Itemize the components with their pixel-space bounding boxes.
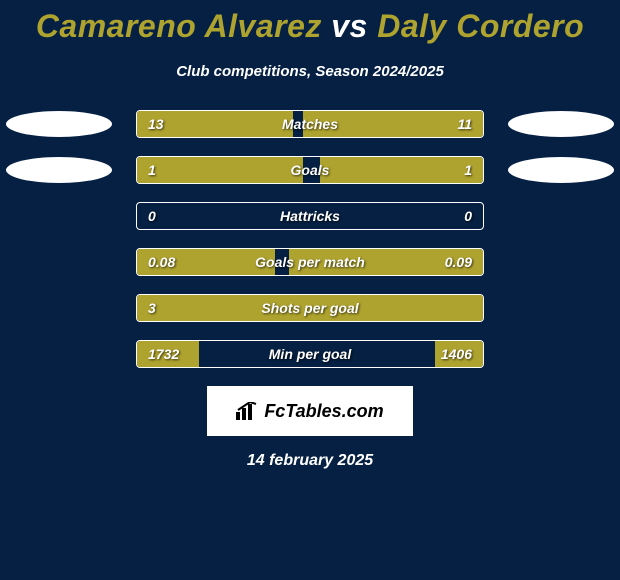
stat-value-right: 0	[464, 208, 472, 224]
brand-text: FcTables.com	[264, 401, 383, 422]
stat-row: 1 1 Goals	[0, 156, 620, 184]
vs-label: vs	[331, 8, 368, 44]
stat-row: 0.08 0.09 Goals per match	[0, 248, 620, 276]
stat-value-right: 1	[464, 162, 472, 178]
avatar-left	[6, 157, 112, 183]
avatar-left	[6, 111, 112, 137]
player-left-name: Camareno Alvarez	[36, 8, 322, 44]
stat-value-left: 0.08	[148, 254, 175, 270]
date-label: 14 february 2025	[0, 452, 620, 470]
stat-row: 3 Shots per goal	[0, 294, 620, 322]
stat-value-left: 3	[148, 300, 156, 316]
player-right-name: Daly Cordero	[377, 8, 584, 44]
stat-label: Min per goal	[269, 346, 351, 362]
stat-value-left: 13	[148, 116, 164, 132]
stat-row: 1732 1406 Min per goal	[0, 340, 620, 368]
stat-label: Hattricks	[280, 208, 340, 224]
stat-value-right: 0.09	[445, 254, 472, 270]
comparison-title: Camareno Alvarez vs Daly Cordero	[0, 0, 620, 45]
brand-badge: FcTables.com	[207, 386, 413, 436]
stats-rows: 1311Matches11Goals00Hattricks0.080.09Goa…	[0, 110, 620, 368]
stat-row: 0 0 Hattricks	[0, 202, 620, 230]
stat-row: 13 11 Matches	[0, 110, 620, 138]
avatar-right	[508, 111, 614, 137]
stat-value-left: 1	[148, 162, 156, 178]
stat-label: Shots per goal	[261, 300, 358, 316]
chart-icon	[236, 402, 258, 420]
stat-value-left: 1732	[148, 346, 179, 362]
stat-label: Matches	[282, 116, 338, 132]
bar-fill-left	[137, 157, 303, 183]
stat-value-right: 11	[457, 116, 472, 132]
bar-fill-right	[320, 157, 483, 183]
subtitle: Club competitions, Season 2024/2025	[0, 63, 620, 80]
stat-value-left: 0	[148, 208, 156, 224]
stat-label: Goals	[291, 162, 330, 178]
stat-value-right: 1406	[441, 346, 472, 362]
avatar-right	[508, 157, 614, 183]
stat-label: Goals per match	[255, 254, 365, 270]
